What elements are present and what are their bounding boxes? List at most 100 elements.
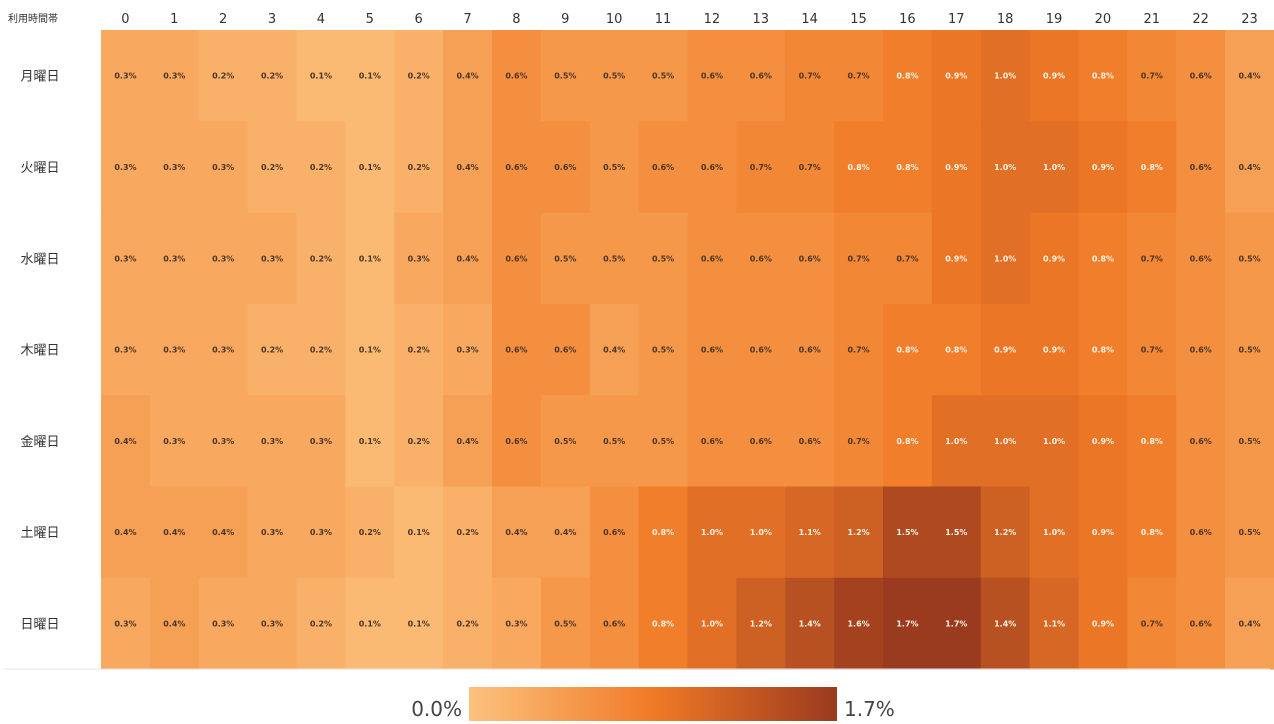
cell-value-label: 0.6%: [799, 254, 821, 263]
day-label: 金曜日: [20, 434, 59, 450]
heatmap-cell: [883, 577, 933, 670]
heatmap-cell: [638, 303, 688, 396]
cell-value-label: 0.8%: [896, 72, 918, 81]
heatmap-cell: [883, 212, 933, 305]
day-label: 火曜日: [20, 161, 59, 176]
hour-label: 8: [512, 12, 520, 27]
hour-label: 4: [317, 12, 325, 27]
cell-value-label: 0.3%: [505, 619, 527, 628]
heatmap-cell: [687, 303, 737, 396]
heatmap-cell: [834, 303, 884, 396]
heatmap-cell: [589, 486, 640, 579]
cell-value-label: 1.6%: [847, 619, 869, 628]
heatmap-cell: [443, 30, 493, 122]
day-label: 水曜日: [20, 252, 59, 267]
heatmap-cell: [345, 212, 395, 305]
heatmap-cell: [736, 30, 786, 122]
cell-value-label: 0.6%: [1190, 528, 1212, 537]
cell-value-label: 0.6%: [799, 346, 821, 355]
cell-value-label: 0.9%: [1092, 528, 1114, 537]
heatmap-cell: [883, 30, 933, 122]
hour-label: 10: [606, 12, 623, 27]
heatmap-cell: [883, 395, 933, 487]
heatmap-cell: [540, 486, 591, 579]
heatmap-cell: [394, 486, 444, 579]
cell-value-label: 0.2%: [456, 528, 478, 537]
cell-value-label: 0.8%: [1092, 346, 1114, 355]
heatmap-cell: [980, 577, 1031, 670]
cell-value-label: 0.3%: [261, 619, 283, 628]
cell-value-label: 0.8%: [896, 163, 918, 172]
cell-value-label: 0.6%: [505, 72, 527, 81]
hour-label: 12: [704, 12, 721, 27]
heatmap-cell: [1127, 395, 1177, 487]
heatmap-cell: [1078, 121, 1128, 214]
hour-labels: 0 1 2 3 4 5 6 7 8 9 10 11 12 13 14 15 16 17 18 19 20 21 22 23: [121, 12, 1258, 27]
cell-value-label: 1.5%: [896, 528, 918, 537]
cell-value-label: 0.5%: [1238, 528, 1260, 537]
heatmap-cell: [1029, 395, 1079, 487]
cell-value-label: 0.7%: [1141, 619, 1163, 628]
hour-label: 3: [268, 12, 276, 27]
heatmap-cell: [345, 395, 395, 487]
cell-value-label: 0.2%: [408, 163, 430, 172]
cell-value-label: 0.6%: [799, 437, 821, 446]
cell-value-label: 0.4%: [114, 437, 136, 446]
cell-value-label: 0.6%: [701, 437, 723, 446]
heatmap-cell: [101, 121, 151, 214]
cell-value-label: 0.8%: [945, 346, 967, 355]
cell-value-label: 0.8%: [896, 346, 918, 355]
cell-value-label: 1.0%: [994, 163, 1016, 172]
cell-value-label: 0.9%: [1043, 72, 1065, 81]
heatmap-cell: [198, 121, 249, 214]
cell-value-label: 0.6%: [1190, 163, 1212, 172]
heatmap-cell: [1078, 303, 1128, 396]
heatmap-cell: [296, 395, 346, 487]
heatmap-cell: [834, 577, 884, 670]
cell-value-label: 1.1%: [799, 528, 821, 537]
heatmap-cell: [296, 212, 346, 305]
cell-value-label: 0.5%: [1238, 254, 1260, 263]
heatmap-cell: [394, 577, 444, 670]
cell-value-label: 0.6%: [750, 254, 772, 263]
cell-value-label: 0.3%: [114, 163, 136, 172]
cell-value-label: 0.4%: [456, 163, 478, 172]
heatmap-cell: [736, 303, 786, 396]
cell-value-label: 0.1%: [408, 528, 430, 537]
cell-value-label: 0.5%: [652, 72, 674, 81]
cell-value-label: 0.9%: [1092, 619, 1114, 628]
cell-value-label: 0.1%: [310, 72, 332, 81]
heatmap-cell: [296, 303, 346, 396]
heatmap-cell: [785, 395, 835, 487]
cell-value-label: 0.2%: [310, 346, 332, 355]
heatmap-cell: [736, 395, 786, 487]
heatmap-cell: [540, 30, 591, 122]
heatmap-cell: [492, 303, 542, 396]
heatmap-cell: [687, 121, 737, 214]
heatmap-cell: [443, 121, 493, 214]
heatmap-cell: [980, 30, 1031, 122]
cell-value-label: 0.4%: [114, 528, 136, 537]
heatmap-cell: [296, 486, 346, 579]
cell-value-label: 0.8%: [652, 619, 674, 628]
heatmap-cell: [785, 121, 835, 214]
heatmap-cell: [1225, 395, 1274, 487]
heatmap-cell: [443, 212, 493, 305]
cell-value-label: 0.1%: [359, 437, 381, 446]
heatmap-cell: [1127, 486, 1177, 579]
heatmap-cell: [345, 30, 395, 122]
heatmap-cell: [101, 30, 151, 122]
cell-value-label: 0.6%: [505, 437, 527, 446]
cell-value-label: 0.2%: [261, 346, 283, 355]
heatmap-cell: [540, 303, 591, 396]
cell-value-label: 0.1%: [359, 619, 381, 628]
cell-value-label: 0.7%: [799, 72, 821, 81]
heatmap-cell: [101, 395, 151, 487]
cell-value-label: 0.9%: [994, 346, 1016, 355]
heatmap-cell: [834, 30, 884, 122]
heatmap-cell: [638, 395, 688, 487]
cell-value-label: 0.7%: [847, 254, 869, 263]
cell-value-label: 0.4%: [554, 528, 576, 537]
cell-value-label: 0.6%: [750, 346, 772, 355]
cell-value-label: 0.9%: [945, 163, 967, 172]
